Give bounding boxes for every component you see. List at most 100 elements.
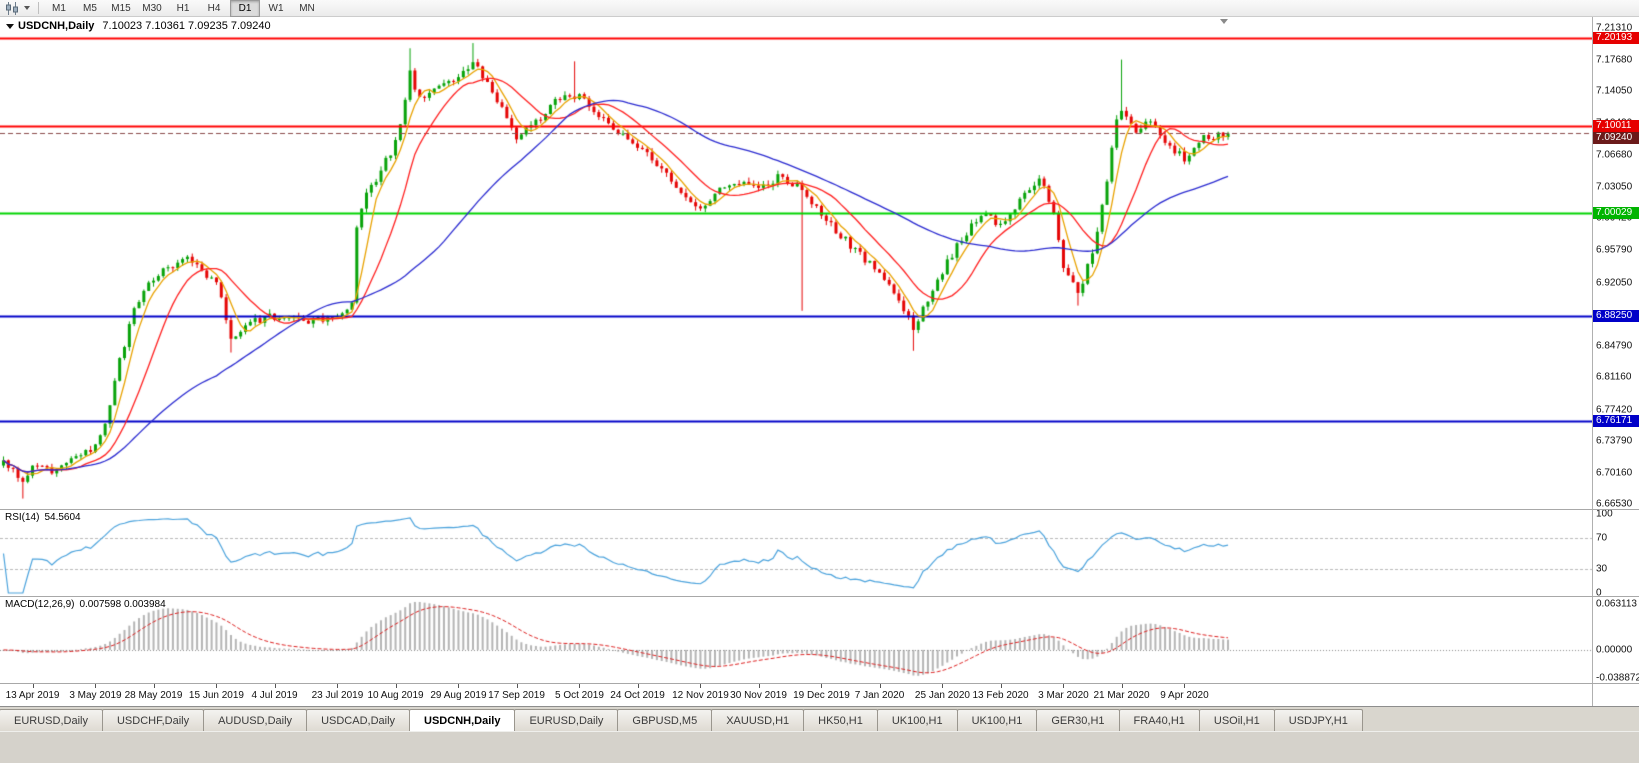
tab-usdjpy-h1[interactable]: USDJPY,H1 xyxy=(1273,709,1363,731)
rsi-axis-label: 100 xyxy=(1596,508,1613,520)
timeframe-button-m15[interactable]: M15 xyxy=(111,2,131,14)
chart-shift-marker[interactable] xyxy=(1220,19,1228,24)
timeframe-button-m5[interactable]: M5 xyxy=(83,2,97,14)
price-axis-label: 6.81160 xyxy=(1596,371,1632,383)
timeframe-button-h4[interactable]: H4 xyxy=(207,2,221,14)
tab-usdchf-daily[interactable]: USDCHF,Daily xyxy=(101,709,205,731)
price-axis-label: 7.03050 xyxy=(1596,181,1633,193)
chart-tab-bar: EURUSD,Daily USDCHF,Daily AUDUSD,Daily USDC… xyxy=(0,706,1639,731)
date-tick xyxy=(579,684,581,688)
main-chart-panel: USDCNH,Daily 7.10023 7.10361 7.09235 7.0… xyxy=(0,17,1639,510)
date-axis-row: 13 Apr 2019 3 May 2019 28 May 2019 15 Jun 2… xyxy=(0,684,1639,706)
date-axis-label: 25 Jan 2020 xyxy=(914,690,970,701)
tab-usoil-h1[interactable]: USOil,H1 xyxy=(1198,709,1275,731)
timeframe-button-w1[interactable]: W1 xyxy=(268,2,284,14)
date-axis-label: 19 Dec 2019 xyxy=(793,690,850,701)
timeframe-button-mn[interactable]: MN xyxy=(299,2,315,14)
tab-ger30-h1[interactable]: GER30,H1 xyxy=(1036,709,1120,731)
date-tick xyxy=(337,684,339,688)
rsi-panel: RSI(14) 54.5604 100 70 30 0 xyxy=(0,508,1639,599)
date-tick xyxy=(274,684,276,688)
rsi-axis[interactable]: 100 70 30 0 xyxy=(1592,508,1639,599)
hline-price-tag: 6.76171 xyxy=(1593,414,1639,427)
date-tick xyxy=(32,684,34,688)
date-axis-label: 5 Oct 2019 xyxy=(554,690,604,701)
date-axis-label: 29 Aug 2019 xyxy=(430,690,487,701)
price-axis-label: 6.66530 xyxy=(1596,498,1633,510)
price-axis-label: 6.73790 xyxy=(1596,435,1633,447)
timeframe-button-m1[interactable]: M1 xyxy=(52,2,66,14)
date-tick xyxy=(1184,684,1186,688)
date-tick xyxy=(1063,684,1065,688)
timeframe-button-group: M1 M5 M15 M30 H1 H4 D1 W1 MN xyxy=(44,0,323,17)
price-axis-label: 6.92050 xyxy=(1596,277,1633,289)
axis-corner xyxy=(1592,684,1639,706)
chevron-down-icon xyxy=(24,6,30,10)
timeframe-button-m30[interactable]: M30 xyxy=(142,2,162,14)
date-tick xyxy=(879,684,881,688)
status-strip xyxy=(0,731,1639,763)
hline-price-tag: 7.10011 xyxy=(1593,120,1639,133)
rsi-name: RSI(14) xyxy=(5,512,40,523)
tab-fra40-h1[interactable]: FRA40,H1 xyxy=(1118,709,1200,731)
date-axis-label: 13 Feb 2020 xyxy=(972,690,1029,701)
tab-eurusd-daily[interactable]: EURUSD,Daily xyxy=(514,709,619,731)
macd-axis[interactable]: 0.063113 0.00000 -0.038872 xyxy=(1592,597,1639,684)
tab-xauusd-h1[interactable]: XAUUSD,H1 xyxy=(711,709,805,731)
date-tick xyxy=(95,684,97,688)
panel-divider-main-rsi[interactable] xyxy=(0,509,1639,510)
date-axis-label: 30 Nov 2019 xyxy=(730,690,787,701)
chart-type-dropdown-button[interactable] xyxy=(21,1,33,16)
chart-symbol-period: USDCNH,Daily xyxy=(18,20,95,32)
date-axis-label: 28 May 2019 xyxy=(124,690,183,701)
rsi-axis-label: 70 xyxy=(1596,532,1608,544)
date-tick xyxy=(700,684,702,688)
date-tick xyxy=(216,684,218,688)
macd-axis-label: 0.063113 xyxy=(1596,598,1637,610)
date-tick xyxy=(395,684,397,688)
date-tick xyxy=(1000,684,1002,688)
rsi-indicator-canvas[interactable] xyxy=(0,510,1592,596)
rsi-value: 54.5604 xyxy=(44,512,81,523)
macd-indicator-canvas[interactable] xyxy=(0,597,1592,683)
candlestick-chart-icon xyxy=(5,1,18,15)
price-axis-label: 7.21310 xyxy=(1596,22,1633,34)
price-axis-label: 7.06680 xyxy=(1596,149,1633,161)
date-axis-label: 7 Jan 2020 xyxy=(854,690,905,701)
date-axis-label: 3 May 2019 xyxy=(69,690,122,701)
chart-title: USDCNH,Daily 7.10023 7.10361 7.09235 7.0… xyxy=(6,20,271,32)
price-chart-canvas[interactable] xyxy=(0,17,1592,509)
dropdown-caret-icon[interactable] xyxy=(6,23,14,29)
tab-gbpusd-m5[interactable]: GBPUSD,M5 xyxy=(617,709,713,731)
date-tick xyxy=(1121,684,1123,688)
hline-price-tag: 7.09240 xyxy=(1593,132,1639,145)
tab-usdcnh-daily[interactable]: USDCNH,Daily xyxy=(409,709,516,731)
macd-name: MACD(12,26,9) xyxy=(5,599,75,610)
tab-uk100-h1[interactable]: UK100,H1 xyxy=(956,709,1038,731)
tab-uk100-h1[interactable]: UK100,H1 xyxy=(876,709,958,731)
date-tick xyxy=(821,684,823,688)
tab-audusd-daily[interactable]: AUDUSD,Daily xyxy=(203,709,308,731)
tab-eurusd-daily[interactable]: EURUSD,Daily xyxy=(0,709,103,731)
top-toolbar: M1 M5 M15 M30 H1 H4 D1 W1 MN xyxy=(0,0,1639,17)
macd-value: 0.007598 0.003984 xyxy=(79,599,166,610)
hline-price-tag: 7.20193 xyxy=(1593,31,1639,44)
timeframe-button-d1[interactable]: D1 xyxy=(230,0,260,17)
price-axis-label: 7.17680 xyxy=(1596,54,1633,66)
tab-usdcad-daily[interactable]: USDCAD,Daily xyxy=(306,709,411,731)
date-axis[interactable]: 13 Apr 2019 3 May 2019 28 May 2019 15 Jun 2… xyxy=(0,684,1592,706)
macd-panel: MACD(12,26,9) 0.007598 0.003984 0.063113 0… xyxy=(0,597,1639,684)
panel-divider-macd-dates xyxy=(0,683,1639,684)
timeframe-button-h1[interactable]: H1 xyxy=(176,2,190,14)
panel-divider-rsi-macd[interactable] xyxy=(0,596,1639,597)
date-axis-label: 10 Aug 2019 xyxy=(367,690,424,701)
price-axis[interactable]: 7.213107.176807.140507.104207.066807.030… xyxy=(1592,17,1639,510)
chart-type-button[interactable] xyxy=(3,1,21,16)
date-axis-label: 21 Mar 2020 xyxy=(1093,690,1150,701)
macd-axis-label: -0.038872 xyxy=(1596,672,1639,684)
date-axis-label: 24 Oct 2019 xyxy=(610,690,665,701)
macd-axis-label: 0.00000 xyxy=(1596,644,1633,656)
date-tick xyxy=(458,684,460,688)
tab-hk50-h1[interactable]: HK50,H1 xyxy=(803,709,878,731)
